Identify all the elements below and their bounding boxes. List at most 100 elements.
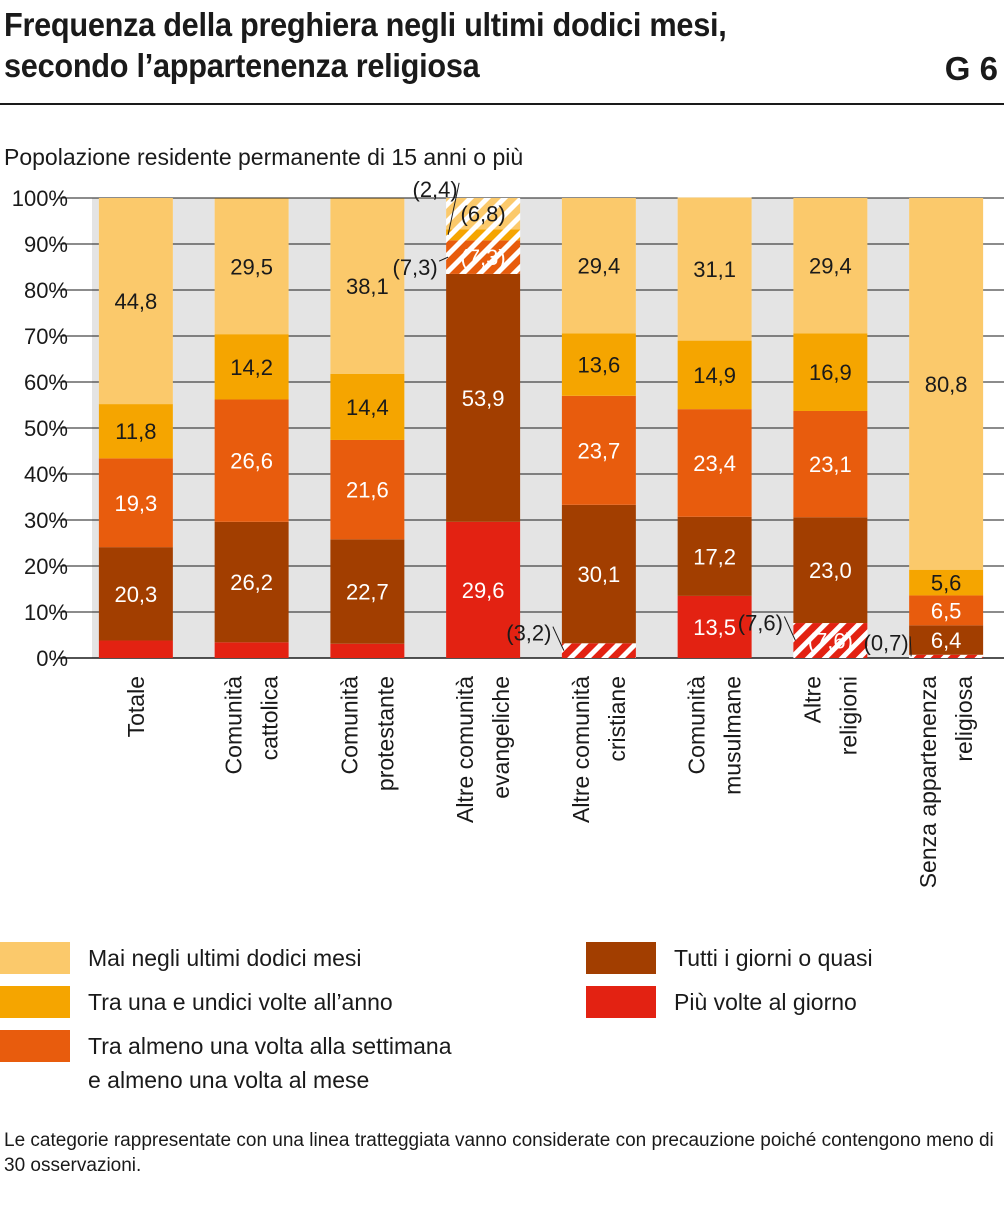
- legend-label: Tutti i giorni o quasi: [674, 945, 873, 971]
- bar-stack: [561, 198, 636, 658]
- bar-segment: [446, 198, 521, 230]
- data-label: 22,7: [346, 580, 389, 605]
- data-label-outside: (2,4): [413, 180, 458, 202]
- data-label: (7,3): [461, 245, 506, 270]
- data-label: 23,4: [693, 451, 736, 476]
- bar-segment: [561, 643, 636, 658]
- data-label: 14,4: [346, 395, 389, 420]
- data-label: 14,9: [693, 363, 736, 388]
- data-label: 14,2: [230, 355, 273, 380]
- leader-line: [783, 616, 796, 641]
- x-tick-label: Comunità protestante: [336, 676, 398, 791]
- legend-swatch-piu-volte: [586, 986, 656, 1018]
- bar-segment: [677, 516, 752, 596]
- data-label-outside: (7,3): [393, 255, 438, 280]
- y-tick-label: 80%: [24, 278, 68, 303]
- stacked-bar-chart: 0% 10% 20% 30% 40% 50% 60% 70% 80% 90% 100% 20,3 19…: [12, 180, 1004, 888]
- y-tick-label: 0%: [36, 646, 68, 671]
- data-label: 23,0: [809, 558, 852, 583]
- leader-line: [552, 626, 565, 651]
- y-tick-label: 60%: [24, 370, 68, 395]
- bar-stack: [677, 197, 752, 658]
- data-label: 21,6: [346, 478, 389, 503]
- data-label: 29,4: [577, 254, 620, 279]
- x-tick-label-line: Comunità: [684, 676, 710, 775]
- data-label: 20,3: [114, 582, 157, 607]
- y-tick-label: 10%: [24, 600, 68, 625]
- legend-item-piu-volte: Più volte al giorno: [586, 986, 857, 1019]
- bar-stack: [793, 198, 868, 658]
- x-tick-label-line: evangeliche: [488, 676, 514, 799]
- data-label: 23,1: [809, 452, 852, 477]
- data-label-outside: (7,6): [738, 611, 783, 636]
- x-tick-label: Altre comunità evangeliche: [452, 676, 514, 823]
- data-label: 6,4: [931, 628, 962, 653]
- bar-segment: [677, 595, 752, 658]
- data-label: 53,9: [462, 386, 505, 411]
- data-label: 29,6: [462, 578, 505, 603]
- bar-segment: [446, 240, 521, 274]
- leader-line: [438, 256, 449, 262]
- data-label: 13,6: [577, 353, 620, 378]
- data-label: 31,1: [693, 257, 736, 282]
- y-tick-label: 40%: [24, 462, 68, 487]
- y-tick-label: 30%: [24, 508, 68, 533]
- x-tick-label-line: cattolica: [257, 676, 283, 761]
- x-tick-label: Totale: [123, 676, 149, 737]
- legend-label: Mai negli ultimi dodici mesi: [88, 945, 362, 971]
- bar-stack: [330, 198, 405, 658]
- data-label: 23,7: [577, 438, 620, 463]
- chart-subtitle: Popolazione residente permanente di 15 a…: [4, 144, 524, 170]
- bar-segment: [98, 640, 173, 658]
- footnote: Le categorie rappresentate con una linea…: [4, 1130, 994, 1176]
- data-label: 13,5: [693, 615, 736, 640]
- x-tick-label-line: protestante: [372, 676, 398, 791]
- data-label: 11,8: [115, 419, 156, 444]
- legend-swatch-annuale: [0, 986, 70, 1018]
- data-label: 80,8: [925, 372, 968, 397]
- data-label: 26,6: [230, 449, 273, 474]
- bar-segment: [98, 458, 173, 548]
- x-tick-label: Comunità cattolica: [221, 676, 283, 775]
- bar-segment: [793, 410, 868, 518]
- bar-segment: [561, 198, 636, 334]
- bar-segment: [561, 333, 636, 396]
- data-label: (6,8): [461, 202, 506, 227]
- data-label: 5,6: [931, 571, 962, 596]
- bar-segment: [793, 198, 868, 334]
- bar-segment: [446, 273, 521, 522]
- bar-segment: [446, 229, 521, 241]
- legend: Mai negli ultimi dodici mesi Tra una e u…: [0, 942, 1004, 1102]
- bar-stack: [446, 198, 521, 658]
- bar-segment: [909, 595, 984, 626]
- x-tick-label: Comunità musulmane: [684, 676, 746, 795]
- x-tick-label-line: cristiane: [604, 676, 630, 762]
- bar-stack: [98, 198, 173, 658]
- x-tick-label-line: Senza appartenenza: [915, 676, 941, 888]
- legend-item-mai: Mai negli ultimi dodici mesi: [0, 942, 362, 975]
- bar-segment: [330, 539, 405, 644]
- bar-segment: [909, 569, 984, 596]
- data-label: 6,5: [931, 598, 962, 623]
- bar-segment: [98, 404, 173, 459]
- legend-label: Più volte al giorno: [674, 989, 857, 1015]
- bar-segment: [214, 642, 289, 658]
- x-tick-label-line: Altre comunità: [452, 676, 478, 823]
- x-tick-label: Altre comunità cristiane: [568, 676, 630, 823]
- bar-segment: [909, 625, 984, 655]
- legend-item-mensile: Tra almeno una volta alla settimana e al…: [0, 1030, 452, 1097]
- legend-swatch-mai: [0, 942, 70, 974]
- bar-segment: [677, 197, 752, 341]
- x-axis: Totale Comunità cattolica Comunità protestan…: [123, 676, 977, 888]
- legend-label: Tra una e undici volte all’anno: [88, 989, 393, 1015]
- bar-segment: [214, 521, 289, 643]
- y-tick-label: 90%: [24, 232, 68, 257]
- bar-segment: [561, 395, 636, 505]
- data-label-outside: (0,7): [864, 630, 909, 655]
- leader-line: [447, 182, 460, 235]
- y-tick-label: 20%: [24, 554, 68, 579]
- data-label: 38,1: [346, 274, 389, 299]
- x-tick-label-line: Altre comunità: [568, 676, 594, 823]
- data-label: (7,6): [808, 629, 853, 654]
- x-tick-label-line: Comunità: [221, 676, 247, 775]
